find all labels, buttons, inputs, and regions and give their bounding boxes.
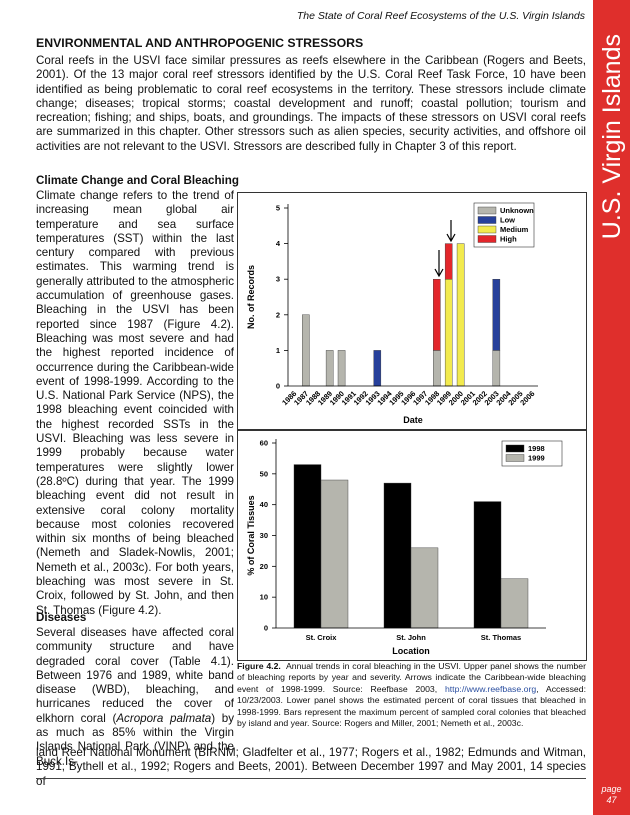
legend-swatch [477, 206, 497, 215]
y-tick-label: 3 [276, 275, 280, 284]
link[interactable]: http://www.reefbase.org [444, 683, 537, 694]
bar [410, 547, 439, 629]
bar [433, 278, 441, 351]
bar [320, 479, 349, 629]
species-name: Acropora palmata [116, 711, 212, 725]
x-axis-title: Location [392, 646, 430, 656]
bar [492, 278, 501, 351]
x-axis-title: Date [403, 415, 423, 425]
y-tick-label: 20 [260, 562, 268, 571]
bar [444, 278, 453, 387]
x-tick-label: St. John [396, 633, 426, 642]
legend-swatch [505, 444, 525, 453]
chart-panel: 0 10 20 30 40 50 60 St. Croix St. John St. Thomas… [237, 430, 587, 661]
y-axis-title: No. of Records [246, 265, 256, 329]
caption-label: Figure 4.2. [237, 661, 281, 671]
y-tick-label: 60 [260, 439, 268, 448]
chart-panel: 0 1 2 3 4 5 1986 1987 1988 1989 1990 1991 1992 1993 19… [237, 192, 587, 430]
y-tick-label: 50 [260, 469, 268, 478]
section-heading: ENVIRONMENTAL AND ANTHROPOGENIC STRESSOR… [36, 36, 364, 50]
chart: 0 10 20 30 40 50 60 St. Croix St. John St. Thomas… [246, 439, 563, 656]
figure-caption: Figure 4.2. Annual trends in coral bleac… [237, 661, 586, 729]
text: ) by as much as 85% within the Virgin Is… [36, 711, 234, 768]
chart: 0123451986198719881989199019911992199319… [246, 202, 538, 425]
legend-swatch [477, 216, 497, 224]
y-tick-label: 4 [276, 239, 281, 248]
sidebar: U.S. Virgin Islands page 47 [593, 0, 630, 815]
intro-paragraph: Coral reefs in the USVI face similar pre… [36, 54, 586, 153]
legend-label: 1999 [528, 454, 545, 463]
rule [36, 778, 586, 779]
y-tick-label: 5 [276, 204, 280, 213]
legend-label: 1998 [528, 444, 545, 453]
bar [293, 464, 322, 629]
diseases-heading: Diseases [36, 611, 87, 624]
bar [337, 350, 346, 387]
legend-swatch [477, 225, 497, 234]
bar [473, 501, 502, 629]
legend-label: High [500, 235, 517, 244]
y-tick-label: 0 [264, 624, 268, 633]
caption-text: Annual trends in coral bleaching in the … [237, 661, 586, 694]
y-tick-label: 2 [276, 310, 280, 319]
y-tick-label: 30 [260, 531, 268, 540]
y-tick-label: 40 [260, 500, 268, 509]
bar [373, 350, 382, 387]
bar [383, 482, 412, 629]
y-axis-title: % of Coral Tissues [246, 495, 256, 575]
x-tick-label: 2006 [518, 389, 536, 407]
bar [325, 350, 334, 387]
bar [444, 243, 453, 280]
bar [500, 578, 529, 629]
y-tick-label: 0 [276, 382, 280, 391]
y-tick-label: 10 [260, 593, 268, 602]
diseases-text: Several diseases have affected coral com… [36, 626, 234, 769]
page-number: 47 [606, 795, 617, 805]
sidebar-title-box: U.S. Virgin Islands [598, 34, 626, 239]
legend-swatch [477, 235, 497, 243]
x-tick-label: St. Croix [306, 633, 338, 642]
climate-heading: Climate Change and Coral Bleaching [36, 174, 239, 187]
running-title: The State of Coral Reef Ecosystems of th… [296, 10, 585, 22]
bar [492, 350, 501, 387]
legend-swatch [505, 454, 525, 462]
arrow [446, 220, 456, 243]
diseases-continued: land Reef National Monument (BIRNM; Glad… [36, 746, 586, 788]
bar [433, 350, 441, 387]
climate-text: Climate change refers to the trend of in… [36, 189, 234, 617]
bar [302, 314, 310, 387]
x-tick-label: St. Thomas [481, 633, 521, 642]
legend-label: Unknown [500, 206, 534, 215]
text: Several diseases have affected coral com… [36, 626, 234, 725]
page-label: page [601, 784, 622, 794]
sidebar-title: U.S. Virgin Islands [598, 34, 626, 239]
y-tick-label: 1 [276, 346, 280, 355]
legend-label: Medium [500, 225, 529, 234]
arrow [434, 250, 444, 278]
bar [456, 243, 465, 387]
caption-text: , Accessed: 10/23/2003. Lower panel show… [237, 683, 586, 729]
legend-label: Low [500, 216, 515, 225]
